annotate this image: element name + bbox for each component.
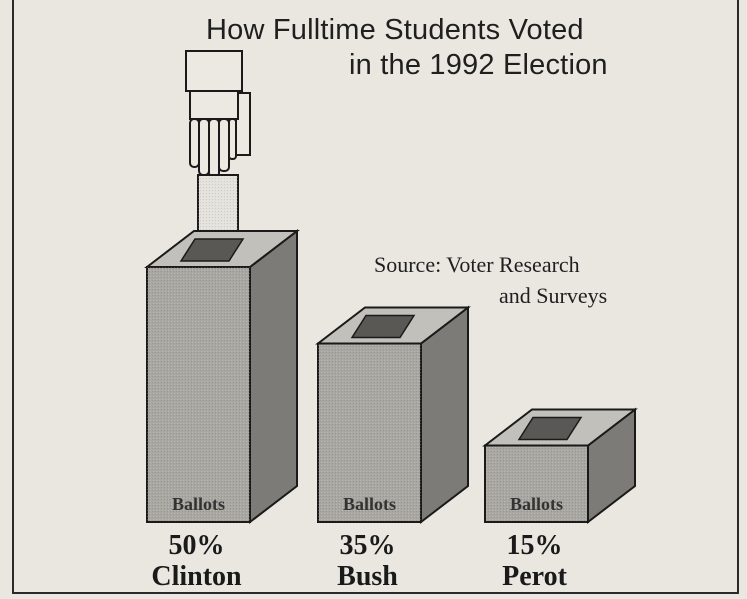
box-side-bush: [420, 305, 469, 525]
box-slot-bush: [350, 314, 416, 339]
category-label-perot: Perot: [502, 561, 567, 592]
box-label-clinton: Ballots: [172, 494, 225, 514]
box-label-bush: Ballots: [343, 494, 396, 514]
ballot-box-bush: Ballots: [315, 305, 471, 525]
source-note-line-2: and Surveys: [499, 283, 608, 308]
bar-texture-perot: [485, 445, 588, 522]
category-label-clinton: Clinton: [151, 561, 242, 592]
box-label-perot: Ballots: [510, 494, 563, 514]
chart-title-line-2: in the 1992 Election: [349, 49, 608, 81]
chart-frame: [12, 0, 739, 594]
value-label-bush: 35%: [339, 530, 396, 561]
source-note-line-1: Source: Voter Research: [374, 252, 580, 277]
box-side-clinton: [249, 228, 298, 525]
chart-title-line-1: How Fulltime Students Voted: [206, 14, 584, 46]
ballot-box-clinton: Ballots: [144, 228, 300, 525]
value-label-perot: 15%: [506, 530, 563, 561]
bar-texture-clinton: [147, 267, 250, 522]
hand-with-ballot-illustration: [185, 50, 251, 178]
ballot-box-perot: Ballots: [482, 407, 638, 525]
bar-texture-bush: [318, 343, 421, 522]
box-slot-perot: [517, 416, 583, 441]
box-slot-clinton: [179, 238, 245, 262]
category-label-bush: Bush: [337, 561, 398, 592]
value-label-clinton: 50%: [168, 530, 225, 561]
